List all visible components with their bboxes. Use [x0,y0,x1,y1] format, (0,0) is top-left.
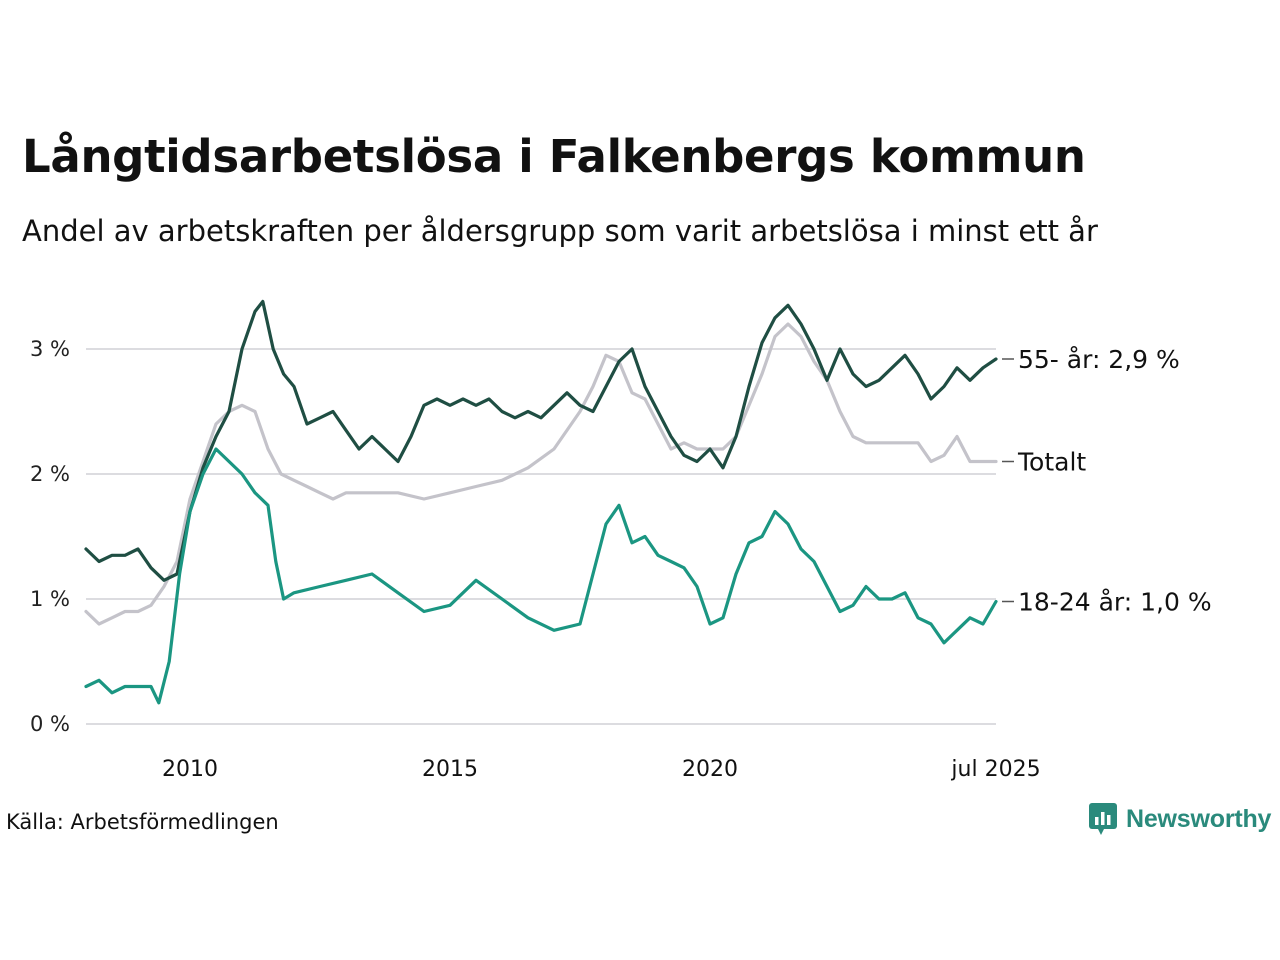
x-tick-label: 2010 [162,757,218,782]
series-line-2 [84,299,998,582]
series-line-1 [84,322,998,626]
newsworthy-logo[interactable]: Newsworthy [1088,802,1271,836]
y-tick-label: 2 % [30,462,70,486]
x-tick-label: 2015 [422,757,478,782]
series-label-55: 55- år: 2,9 % [1018,345,1180,374]
series-label-18-24: 18-24 år: 1,0 % [1018,588,1212,617]
chart-title: Långtidsarbetslösa i Falkenbergs kommun [22,130,1086,183]
source-note: Källa: Arbetsförmedlingen [6,810,279,834]
x-tick-label: 2020 [682,757,738,782]
x-tick-label: jul 2025 [950,757,1040,782]
grid-lines [86,348,996,725]
series-label-totalt: Totalt [1017,448,1086,477]
newsworthy-logo-icon [1089,803,1117,835]
newsworthy-logo-text: Newsworthy [1126,804,1272,833]
y-tick-label: 3 % [30,337,70,361]
chart-subtitle: Andel av arbetskraften per åldersgrupp s… [22,214,1098,248]
y-tick-label: 1 % [30,587,70,611]
series-line-3 [84,447,998,705]
series-labels: Totalt 55- år: 2,9 % 18-24 år: 1,0 % [1002,345,1212,617]
series-lines [84,299,998,705]
y-axis-ticks: 0 % 1 % 2 % 3 % [30,337,70,736]
x-axis-ticks: 2010 2015 2020 jul 2025 [162,757,1041,782]
y-tick-label: 0 % [30,712,70,736]
